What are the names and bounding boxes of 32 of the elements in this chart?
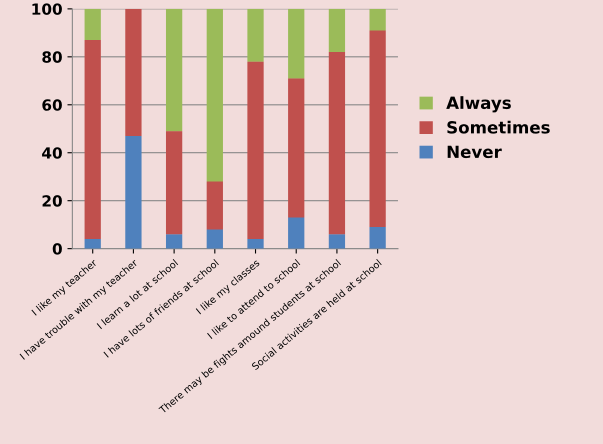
bar <box>206 182 223 230</box>
bar <box>288 78 304 218</box>
y-tick-label: 60 <box>42 99 62 111</box>
bar <box>247 62 264 240</box>
bar <box>247 8 264 62</box>
bar <box>166 131 182 234</box>
legend-label: Never <box>448 146 502 158</box>
bar <box>84 40 101 240</box>
bar <box>84 239 101 249</box>
bar <box>328 234 346 249</box>
bar <box>166 8 182 132</box>
bar <box>125 8 142 136</box>
bar <box>369 8 386 30</box>
y-tick-label: 0 <box>52 243 62 255</box>
legend-label: Sometimes <box>447 120 550 134</box>
bar <box>369 227 386 249</box>
bar <box>84 8 101 40</box>
bar <box>328 8 346 52</box>
y-tick-label: 80 <box>42 51 62 63</box>
bar <box>328 52 346 234</box>
legend-label: Always <box>446 96 511 112</box>
bar <box>288 8 304 78</box>
y-tick-label: 20 <box>42 195 62 207</box>
bar <box>206 229 223 249</box>
bar <box>288 217 304 249</box>
y-tick-label: 40 <box>42 147 62 159</box>
y-tick-label: 100 <box>32 3 62 15</box>
bar <box>166 234 182 249</box>
bar <box>206 8 223 182</box>
bar <box>247 239 264 249</box>
bar <box>125 136 142 249</box>
bar <box>369 30 386 228</box>
